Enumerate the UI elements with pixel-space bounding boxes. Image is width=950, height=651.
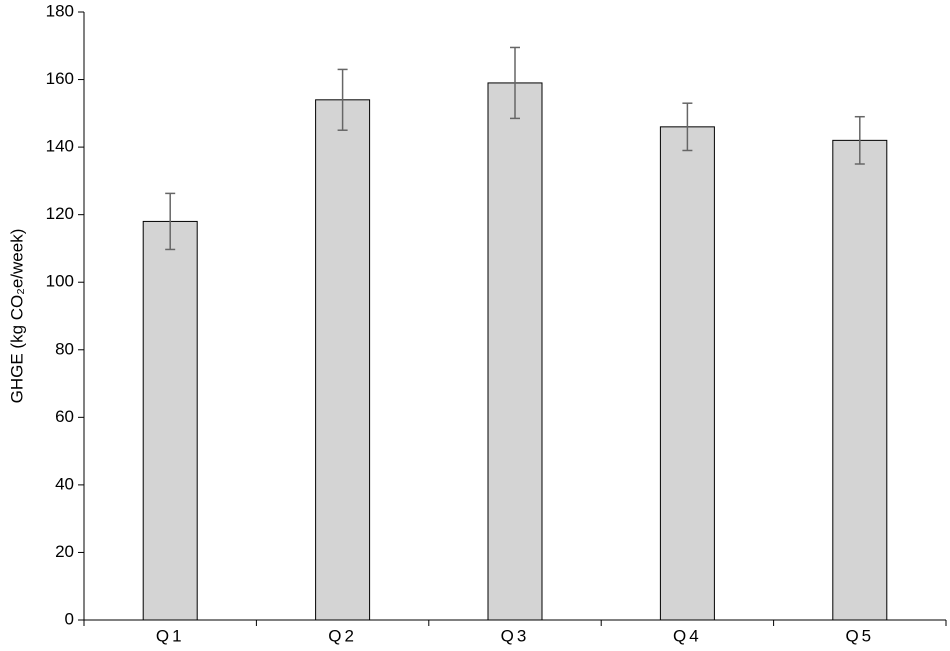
y-tick-label: 160 bbox=[46, 69, 74, 88]
bar bbox=[659, 126, 715, 621]
y-tick-label: 40 bbox=[55, 474, 74, 493]
y-tick-label: 180 bbox=[46, 1, 74, 20]
x-tick-label: Q1 bbox=[156, 626, 185, 645]
y-axis-label: GHGE (kg CO₂e/week) bbox=[7, 229, 26, 404]
x-tick-label: Q2 bbox=[328, 626, 357, 645]
y-tick-label: 100 bbox=[46, 272, 74, 291]
error-bar bbox=[337, 68, 348, 131]
error-bar bbox=[854, 115, 865, 165]
error-bar bbox=[510, 46, 520, 120]
bar bbox=[142, 220, 198, 621]
x-tick-label: Q4 bbox=[673, 626, 702, 645]
y-tick-label: 140 bbox=[46, 137, 74, 156]
x-tick-label: Q5 bbox=[845, 626, 874, 645]
error-bar bbox=[165, 192, 176, 251]
error-bar bbox=[682, 102, 693, 152]
x-tick-label: Q3 bbox=[501, 626, 530, 645]
bar bbox=[315, 99, 371, 621]
y-tick-label: 20 bbox=[55, 542, 74, 561]
y-tick-label: 0 bbox=[65, 609, 74, 628]
y-tick-label: 120 bbox=[46, 204, 74, 223]
y-tick-label: 60 bbox=[55, 407, 74, 426]
bar bbox=[832, 139, 888, 621]
y-tick-label: 80 bbox=[55, 339, 74, 358]
bar bbox=[487, 82, 543, 621]
